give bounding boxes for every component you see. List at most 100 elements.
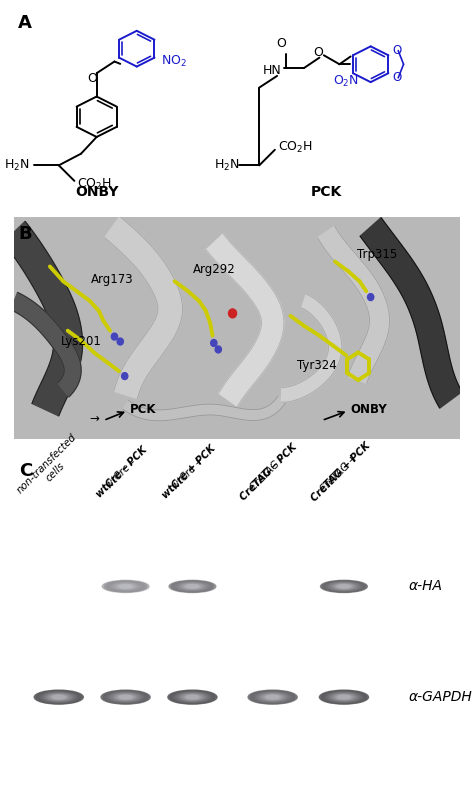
Ellipse shape	[40, 692, 77, 703]
Circle shape	[211, 340, 217, 347]
Text: wtCre – PCK: wtCre – PCK	[95, 445, 149, 500]
Text: CreTAG + PCK: CreTAG + PCK	[309, 441, 372, 504]
Ellipse shape	[119, 696, 132, 699]
Text: C: C	[18, 462, 32, 480]
Ellipse shape	[51, 695, 67, 700]
Text: A: A	[18, 13, 32, 31]
Ellipse shape	[334, 694, 354, 700]
Ellipse shape	[179, 583, 206, 590]
Ellipse shape	[104, 581, 147, 592]
Ellipse shape	[46, 693, 71, 700]
Ellipse shape	[112, 583, 139, 590]
Text: CO$_2$H: CO$_2$H	[278, 140, 313, 155]
Ellipse shape	[177, 582, 208, 590]
Ellipse shape	[106, 582, 145, 592]
Ellipse shape	[321, 691, 366, 703]
Text: HN: HN	[263, 64, 281, 77]
Ellipse shape	[338, 585, 350, 588]
Ellipse shape	[45, 693, 73, 701]
Polygon shape	[11, 292, 81, 397]
Polygon shape	[123, 396, 285, 421]
Circle shape	[215, 346, 221, 353]
Ellipse shape	[256, 692, 289, 702]
Ellipse shape	[42, 692, 75, 702]
Text: O: O	[87, 72, 97, 85]
Ellipse shape	[38, 692, 79, 703]
Text: Arg292: Arg292	[193, 263, 236, 277]
Ellipse shape	[169, 580, 216, 593]
Polygon shape	[3, 222, 82, 416]
Ellipse shape	[53, 696, 65, 699]
Text: O: O	[392, 72, 401, 84]
Ellipse shape	[263, 694, 283, 700]
Text: Trp315: Trp315	[357, 248, 398, 260]
Ellipse shape	[250, 691, 295, 703]
Text: CO$_2$H: CO$_2$H	[77, 177, 112, 193]
Text: CreTAG +: CreTAG +	[319, 450, 362, 494]
Text: wtCre +: wtCre +	[170, 453, 208, 491]
Ellipse shape	[118, 695, 134, 700]
Text: PCK: PCK	[310, 185, 342, 199]
Ellipse shape	[114, 583, 137, 590]
Ellipse shape	[332, 583, 356, 590]
Ellipse shape	[264, 695, 281, 700]
Text: H$_2$N: H$_2$N	[214, 158, 239, 173]
Text: O$_2$N: O$_2$N	[333, 74, 359, 90]
Text: O: O	[313, 46, 323, 59]
Ellipse shape	[327, 582, 362, 591]
Ellipse shape	[258, 693, 287, 701]
Text: Lys201: Lys201	[61, 335, 101, 347]
Ellipse shape	[266, 696, 279, 699]
Ellipse shape	[185, 585, 200, 589]
Ellipse shape	[118, 585, 133, 589]
Ellipse shape	[182, 694, 203, 700]
Ellipse shape	[334, 584, 354, 589]
Ellipse shape	[328, 692, 360, 702]
Text: Tyr324: Tyr324	[297, 359, 337, 373]
Ellipse shape	[326, 692, 362, 703]
Ellipse shape	[36, 691, 81, 703]
Ellipse shape	[103, 691, 148, 703]
Ellipse shape	[102, 580, 149, 593]
Circle shape	[228, 309, 237, 318]
Ellipse shape	[108, 582, 143, 591]
Text: α-GAPDH: α-GAPDH	[409, 690, 472, 704]
Ellipse shape	[260, 693, 285, 700]
Ellipse shape	[176, 692, 209, 702]
Text: ONBY: ONBY	[75, 185, 118, 199]
Ellipse shape	[178, 693, 207, 701]
Text: →: →	[90, 412, 103, 425]
Ellipse shape	[113, 693, 138, 700]
Text: H$_2$N: H$_2$N	[4, 158, 30, 173]
Ellipse shape	[181, 583, 204, 590]
Polygon shape	[360, 218, 462, 408]
Polygon shape	[206, 233, 284, 406]
Text: non-transfected
cells: non-transfected cells	[15, 432, 87, 504]
Ellipse shape	[319, 690, 368, 704]
Circle shape	[367, 294, 374, 300]
Text: NO$_2$: NO$_2$	[161, 54, 187, 69]
Ellipse shape	[107, 692, 144, 703]
Text: O: O	[277, 37, 286, 50]
Text: Arg173: Arg173	[91, 274, 134, 286]
Ellipse shape	[254, 692, 291, 703]
Text: B: B	[18, 225, 32, 243]
Ellipse shape	[252, 692, 293, 703]
Ellipse shape	[338, 696, 350, 699]
Ellipse shape	[330, 583, 357, 590]
Ellipse shape	[336, 695, 352, 700]
Ellipse shape	[111, 693, 140, 701]
Ellipse shape	[184, 695, 201, 700]
Ellipse shape	[322, 581, 365, 592]
Ellipse shape	[101, 690, 150, 704]
Ellipse shape	[48, 694, 69, 700]
Ellipse shape	[180, 693, 205, 700]
Ellipse shape	[182, 584, 202, 589]
Ellipse shape	[174, 692, 211, 703]
Text: O: O	[392, 44, 401, 57]
Text: CreTAG – PCK: CreTAG – PCK	[239, 442, 300, 502]
Ellipse shape	[323, 692, 365, 703]
Ellipse shape	[336, 585, 352, 589]
Polygon shape	[318, 226, 390, 384]
Ellipse shape	[110, 582, 141, 590]
